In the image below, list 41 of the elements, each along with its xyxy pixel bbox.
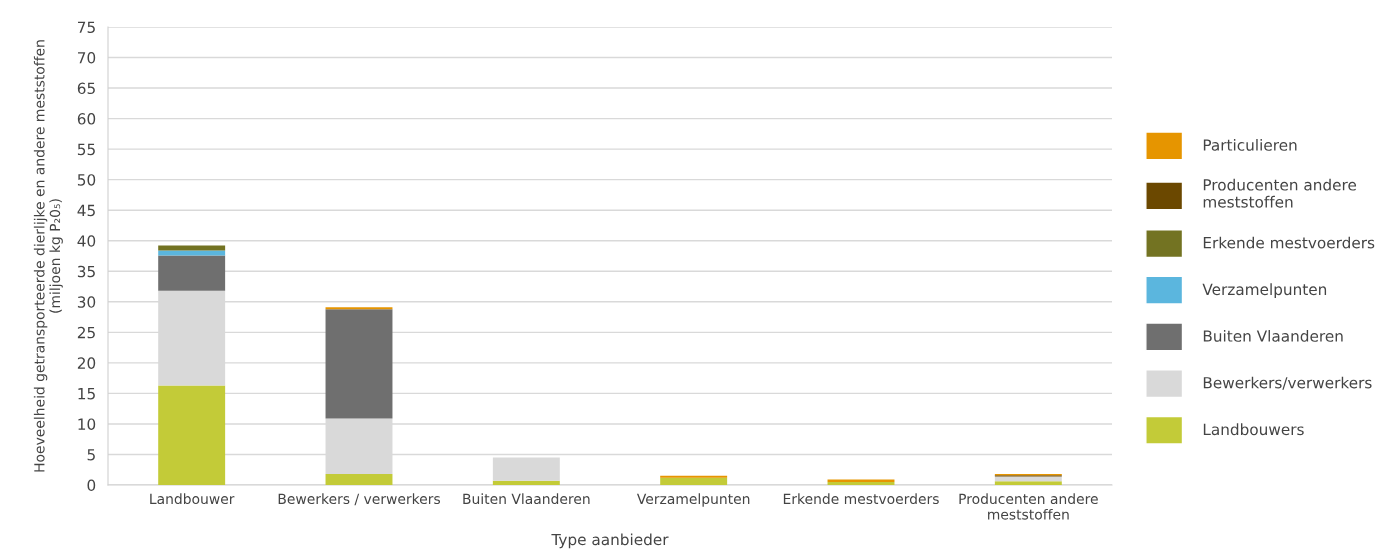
y-tick-label: 5 (87, 449, 95, 461)
y-tick-label: 75 (78, 21, 95, 34)
x-tick-label: Landbouwer (150, 493, 235, 505)
bar (158, 385, 226, 485)
y-tick-label: 10 (78, 418, 96, 430)
bar (994, 481, 1062, 485)
x-tick-label: Buiten Vlaanderen (463, 493, 590, 505)
y-tick-label: 70 (78, 52, 96, 64)
y-tick-label: 40 (77, 235, 96, 247)
y-tick-label: 45 (77, 204, 95, 217)
bar (158, 245, 226, 251)
x-tick-label: Erkende mestvoerders (783, 493, 939, 505)
y-tick-label: 35 (77, 265, 95, 278)
y-axis-title: Hoeveelheid getransporteerde dierlijke en andere meststoffen (miljoen kg P₂0₅) (33, 40, 63, 472)
y-tick-label: 55 (77, 143, 95, 156)
x-tick-label: Verzamelpunten (636, 493, 750, 507)
y-tick-label: 60 (77, 113, 96, 125)
y-tick-label: 65 (77, 82, 95, 95)
y-tick-label: 15 (78, 388, 95, 400)
legend-label: Bewerkers/verwerkers (1203, 376, 1372, 390)
x-tick-label: Bewerkers / verwerkers (278, 493, 440, 506)
bar (994, 476, 1062, 482)
bar (325, 309, 393, 419)
y-tick-label: 20 (77, 357, 96, 369)
legend-label: Landbouwers (1203, 423, 1304, 436)
legend-label: Verzamelpunten (1202, 283, 1327, 299)
y-tick-label: 25 (77, 326, 95, 339)
bar (492, 480, 560, 485)
x-tick-label: Producenten andere meststoffen (959, 493, 1098, 520)
bar (492, 457, 560, 481)
bar (325, 474, 393, 485)
y-tick-label: 0 (87, 479, 96, 492)
legend-label: Particulieren (1203, 138, 1297, 151)
legend-label: Buiten Vlaanderen (1203, 329, 1343, 342)
y-tick-label: 50 (77, 174, 96, 186)
legend-label: Erkende mestvoerders (1203, 236, 1375, 249)
legend-label: Producenten andere meststoffen (1203, 178, 1357, 208)
bar (660, 477, 728, 485)
x-axis-title: Type aanbieder (551, 533, 669, 549)
bar (158, 255, 226, 291)
y-tick-label: 30 (77, 296, 96, 308)
